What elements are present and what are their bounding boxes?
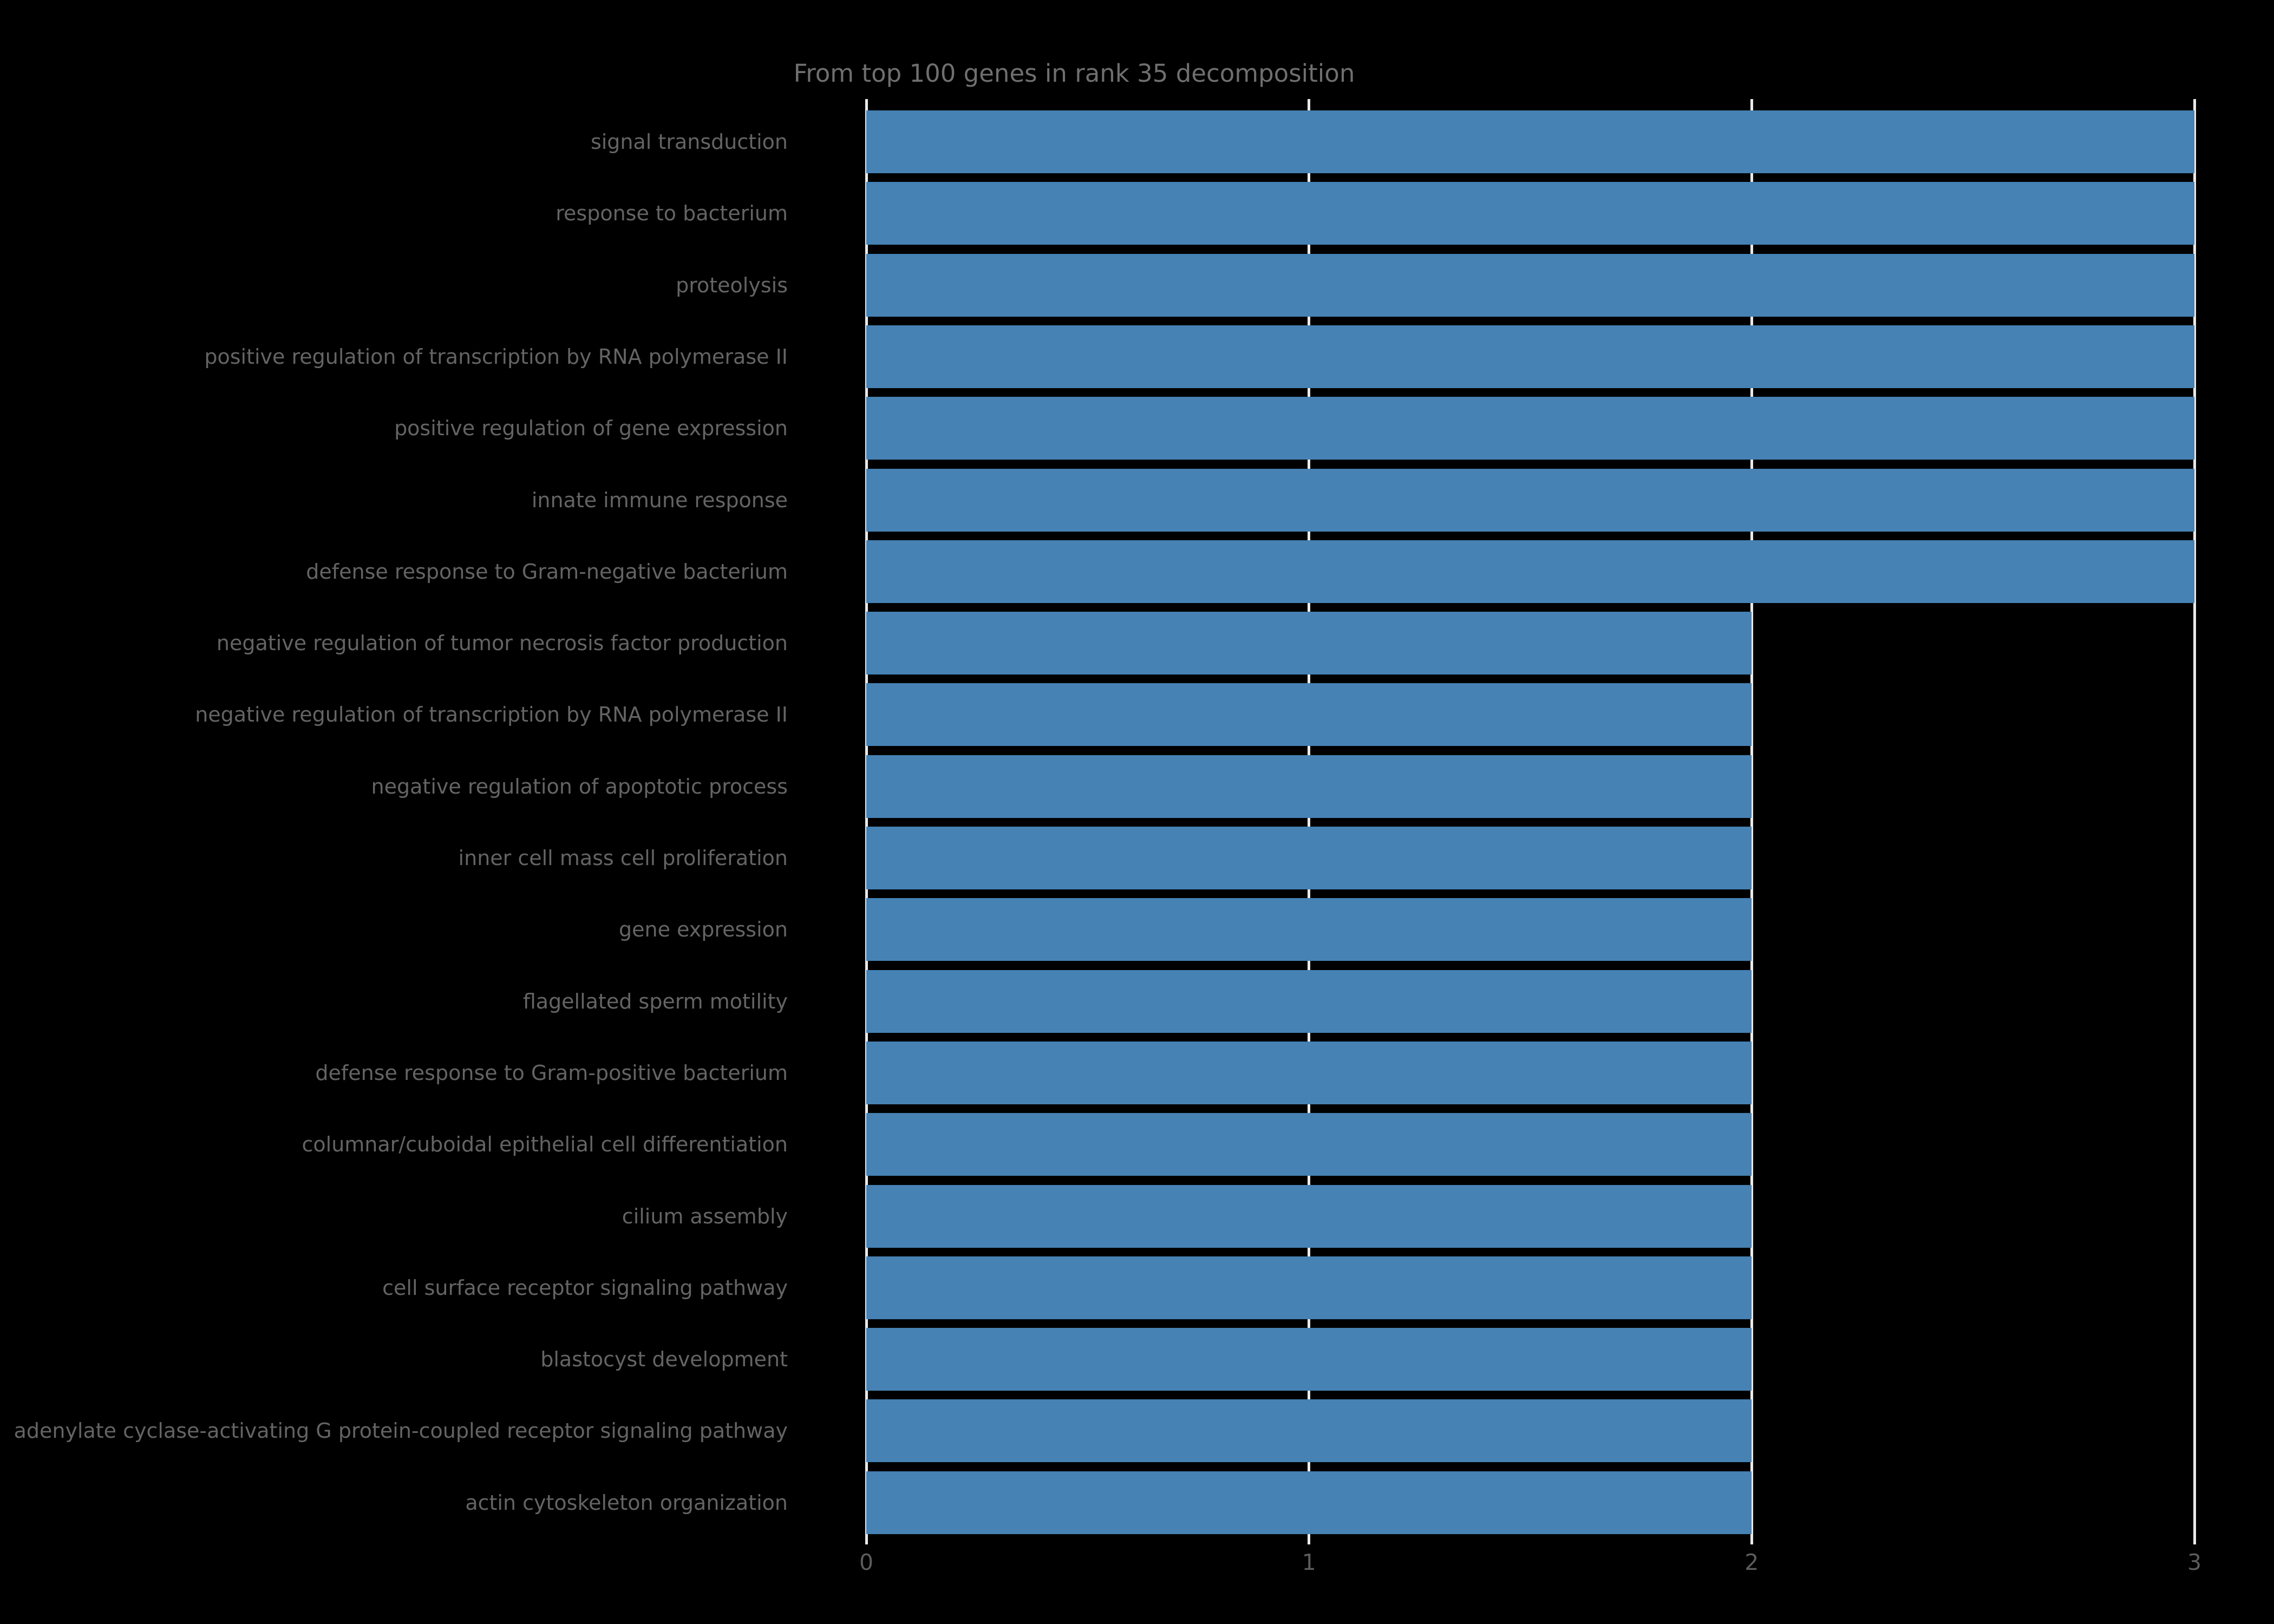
y-axis-label: positive regulation of gene expression — [394, 416, 788, 441]
y-axis-label: proteolysis — [676, 273, 788, 297]
y-axis-label: cilium assembly — [622, 1204, 788, 1228]
y-axis-label: gene expression — [618, 918, 788, 942]
y-axis-label: flagellated sperm motility — [522, 989, 788, 1013]
chart-title: From top 100 genes in rank 35 decomposit… — [793, 59, 1355, 88]
y-axis-label: blastocyst development — [540, 1347, 788, 1372]
bar — [866, 827, 1752, 889]
x-gridline — [1308, 99, 1311, 1544]
bar — [866, 397, 2194, 460]
bar — [866, 683, 1752, 746]
bar — [866, 1471, 1752, 1534]
y-axis-label: innate immune response — [531, 488, 788, 512]
x-gridline — [1750, 99, 1753, 1544]
y-axis-label: adenylate cyclase-activating G protein-c… — [14, 1419, 788, 1443]
bar — [866, 1184, 1752, 1248]
x-gridline — [865, 99, 868, 1544]
bar — [866, 1113, 1752, 1176]
bar — [866, 110, 2194, 173]
x-tick-label: 1 — [1302, 1549, 1316, 1575]
bar — [866, 612, 1752, 675]
y-axis-label: signal transduction — [590, 130, 788, 154]
bar — [866, 970, 1752, 1033]
bar — [866, 1041, 1752, 1104]
y-axis-label: negative regulation of apoptotic process — [371, 774, 788, 798]
bar — [866, 898, 1752, 961]
bar — [866, 1399, 1752, 1463]
y-axis-label: defense response to Gram-negative bacter… — [306, 559, 788, 584]
bar — [866, 253, 2194, 317]
bar — [866, 1328, 1752, 1391]
bar — [866, 325, 2194, 388]
y-axis-label: columnar/cuboidal epithelial cell differ… — [302, 1132, 788, 1157]
y-axis-label: actin cytoskeleton organization — [465, 1490, 788, 1515]
x-gridline — [2193, 99, 2196, 1544]
y-axis-label: negative regulation of transcription by … — [195, 703, 788, 727]
bar — [866, 468, 2194, 532]
y-axis-label: inner cell mass cell proliferation — [458, 846, 788, 870]
y-axis-label: response to bacterium — [556, 201, 788, 226]
x-tick-label: 2 — [1744, 1549, 1759, 1575]
bar — [866, 182, 2194, 245]
bar — [866, 540, 2194, 603]
y-axis-label: negative regulation of tumor necrosis fa… — [216, 631, 788, 656]
y-axis-label: defense response to Gram-positive bacter… — [315, 1060, 788, 1085]
x-tick-label: 0 — [859, 1549, 874, 1575]
bar — [866, 1256, 1752, 1319]
y-axis-label: cell surface receptor signaling pathway — [382, 1275, 788, 1300]
x-tick-label: 3 — [2187, 1549, 2202, 1575]
bar — [866, 755, 1752, 818]
y-axis-label: positive regulation of transcription by … — [204, 344, 788, 369]
